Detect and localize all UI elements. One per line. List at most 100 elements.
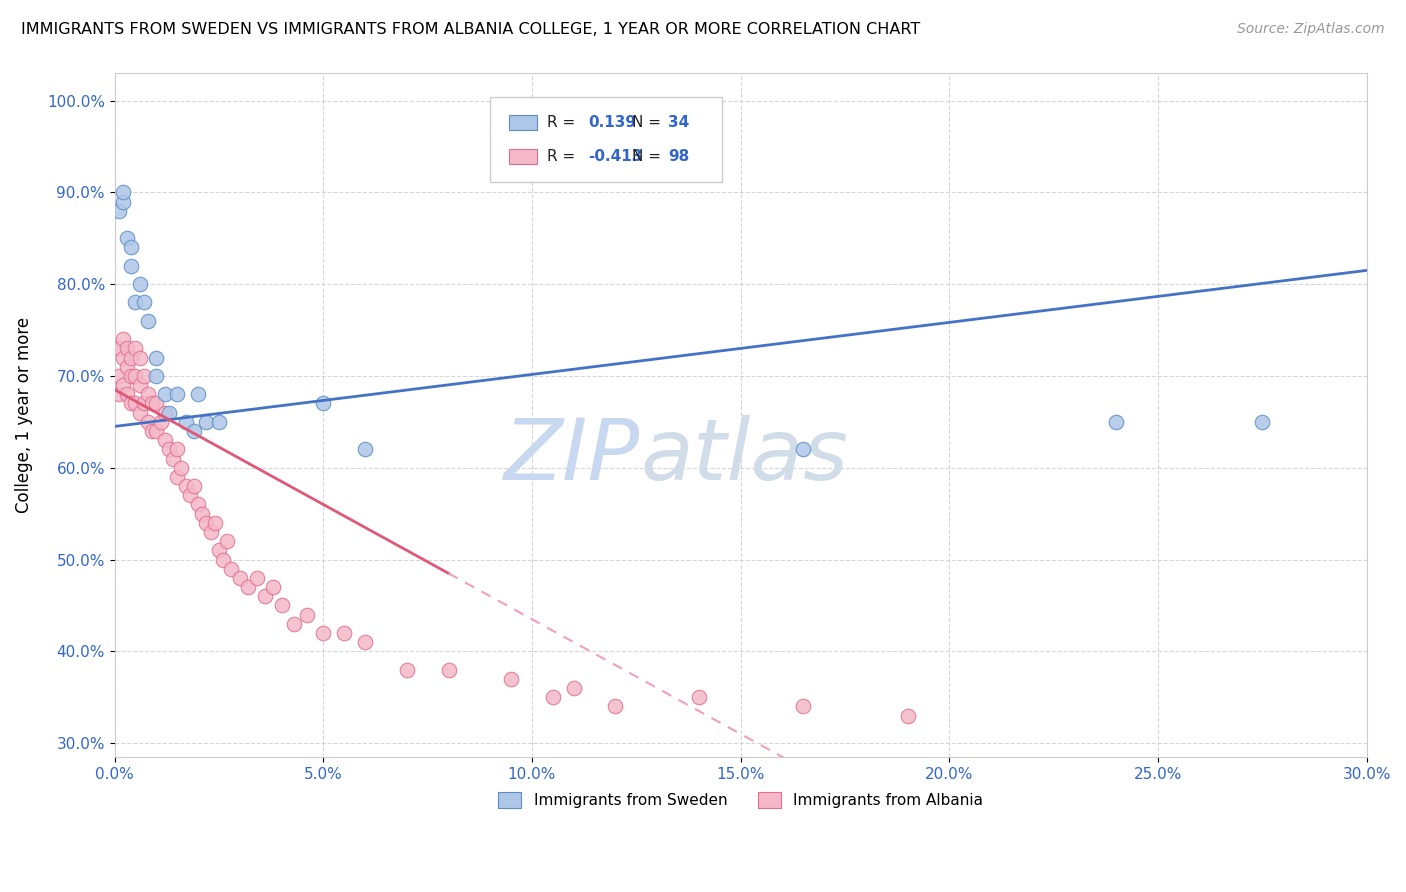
Text: Source: ZipAtlas.com: Source: ZipAtlas.com [1237,22,1385,37]
Point [153,434,176,448]
Point [238,580,260,594]
Point [157,406,180,420]
Point [183,479,205,493]
Point [183,424,205,438]
Text: ZIP: ZIP [505,415,641,498]
Point [897,708,920,723]
Point [141,396,163,410]
Point [136,387,159,401]
Point [295,607,318,622]
Point [136,314,159,328]
FancyBboxPatch shape [509,150,537,164]
Point [1251,415,1274,429]
Point [166,442,188,457]
Point [145,424,167,438]
Point [283,616,305,631]
Point [115,387,138,401]
Point [217,534,239,549]
Point [111,194,134,209]
Point [145,368,167,383]
Point [111,332,134,346]
FancyBboxPatch shape [509,115,537,130]
Point [221,562,243,576]
Point [107,387,129,401]
Point [195,415,218,429]
Point [333,626,356,640]
Point [245,571,267,585]
Point [562,681,585,695]
Point [501,672,523,686]
Point [128,378,150,392]
Point [128,351,150,365]
Point [437,663,460,677]
Point [200,524,222,539]
Text: atlas: atlas [641,415,848,498]
Point [1105,415,1128,429]
Point [195,516,218,530]
Point [166,387,188,401]
Point [262,580,284,594]
Text: IMMIGRANTS FROM SWEDEN VS IMMIGRANTS FROM ALBANIA COLLEGE, 1 YEAR OR MORE CORREL: IMMIGRANTS FROM SWEDEN VS IMMIGRANTS FRO… [21,22,921,37]
Point [136,415,159,429]
Point [208,543,231,558]
Point [354,635,377,649]
Point [174,479,197,493]
Point [605,699,627,714]
Point [187,387,209,401]
Point [120,240,142,254]
Y-axis label: College, 1 year or more: College, 1 year or more [15,317,32,513]
Point [115,231,138,245]
Point [120,396,142,410]
Point [395,663,418,677]
Point [208,415,231,429]
Point [166,470,188,484]
Point [187,498,209,512]
Text: 0.139: 0.139 [588,115,636,130]
Point [270,599,292,613]
Point [541,690,564,705]
Point [191,507,214,521]
Point [128,406,150,420]
Point [107,342,129,356]
Text: 98: 98 [668,150,689,164]
Point [179,488,201,502]
Point [124,396,146,410]
FancyBboxPatch shape [491,97,721,183]
Point [312,396,335,410]
Point [212,552,235,566]
Point [120,368,142,383]
Point [312,626,335,640]
Text: 34: 34 [668,115,689,130]
Point [124,368,146,383]
Point [141,424,163,438]
Point [149,415,172,429]
Text: N =: N = [631,115,665,130]
Point [132,368,155,383]
Point [204,516,226,530]
Point [124,295,146,310]
Point [792,699,814,714]
Point [111,378,134,392]
Text: N =: N = [631,150,665,164]
Point [115,342,138,356]
Point [128,277,150,292]
Point [153,387,176,401]
Point [162,451,184,466]
Point [170,460,193,475]
Point [253,589,276,603]
Point [107,203,129,218]
Point [111,351,134,365]
Point [153,406,176,420]
Text: R =: R = [547,150,579,164]
Point [174,415,197,429]
Legend: Immigrants from Sweden, Immigrants from Albania: Immigrants from Sweden, Immigrants from … [492,786,988,814]
Point [354,442,377,457]
Point [120,259,142,273]
Point [688,690,710,705]
Text: -0.413: -0.413 [588,150,643,164]
Point [229,571,252,585]
Point [124,342,146,356]
Point [115,359,138,374]
Point [145,396,167,410]
Point [120,351,142,365]
